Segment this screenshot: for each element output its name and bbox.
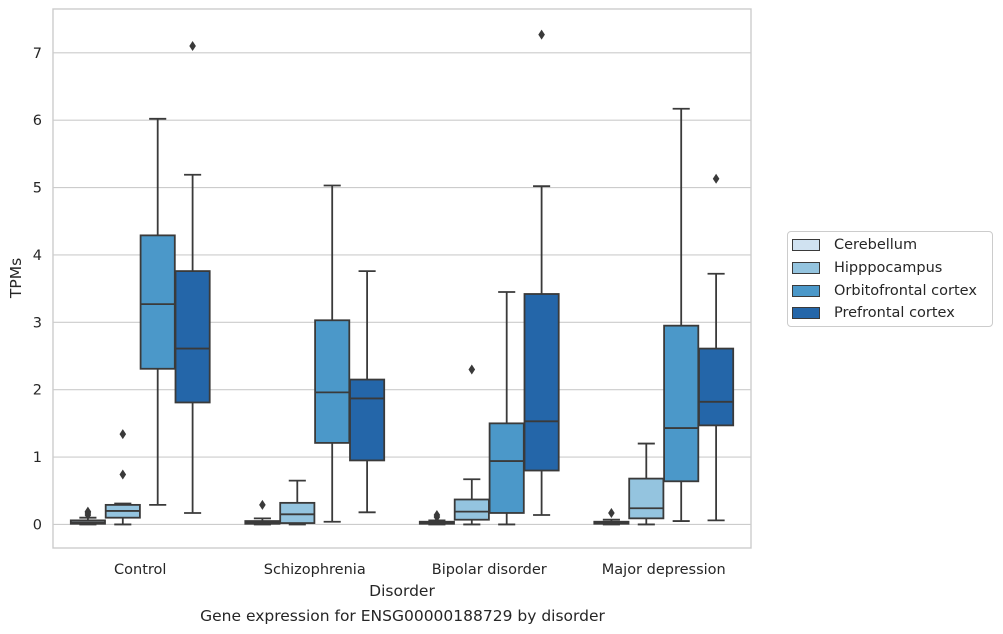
y-tick-label: 0	[33, 517, 42, 533]
x-tick-label: Schizophrenia	[264, 562, 366, 578]
y-tick-label: 3	[33, 315, 42, 331]
legend-label: Hipppocampus	[834, 260, 943, 276]
x-tick-label: Control	[114, 562, 166, 578]
y-tick-label: 2	[33, 383, 42, 399]
chart-legend: Cerebellum Hipppocampus Orbitofrontal co…	[787, 231, 993, 327]
box	[279, 501, 316, 524]
x-tick-label: Major depression	[602, 562, 726, 578]
y-tick-label: 6	[33, 113, 42, 129]
box	[698, 347, 735, 427]
box	[488, 422, 525, 514]
outlier-point	[119, 429, 127, 440]
box	[139, 234, 176, 370]
legend-label: Cerebellum	[834, 237, 918, 253]
outlier-point	[538, 29, 545, 40]
x-axis-label: Disorder	[369, 582, 435, 600]
box	[174, 270, 211, 404]
figure-caption: Gene expression for ENSG00000188729 by d…	[200, 607, 605, 625]
plot-frame	[52, 8, 752, 549]
box	[663, 324, 700, 483]
series-cerebellum	[69, 499, 630, 526]
legend-label: Orbitofrontal cortex	[834, 283, 977, 299]
legend-swatch-cerebellum	[792, 239, 820, 251]
series-hipppocampus	[104, 364, 665, 526]
box	[349, 378, 386, 462]
legend-label: Prefrontal cortex	[834, 305, 955, 321]
legend-item-hippocampus: Hipppocampus	[792, 258, 942, 278]
x-tick-labels: Control Schizophrenia Bipolar disorder Majo…	[114, 562, 726, 578]
x-tick-label: Bipolar disorder	[432, 562, 547, 578]
outlier-point	[119, 469, 127, 480]
outlier-point	[84, 506, 92, 517]
legend-item-orbitofrontal-cortex: Orbitofrontal cortex	[792, 281, 977, 301]
y-tick-labels: 0 1 2 3 4 5 6 7	[33, 46, 42, 534]
box	[628, 477, 665, 520]
outlier-point	[189, 41, 196, 52]
series-orbitofrontal-cortex	[139, 107, 700, 526]
outlier-point	[468, 364, 476, 375]
legend-swatch-prefrontal-cortex	[792, 307, 820, 319]
y-tick-label: 1	[33, 450, 42, 466]
box	[523, 293, 560, 472]
legend-swatch-hippocampus	[792, 262, 820, 274]
box-plot-area	[69, 29, 735, 526]
legend-item-prefrontal-cortex: Prefrontal cortex	[792, 303, 955, 323]
y-tick-label: 5	[33, 181, 42, 197]
outlier-point	[433, 509, 441, 520]
outlier-point	[608, 507, 615, 518]
series-prefrontal-cortex	[174, 29, 735, 522]
y-tick-label: 4	[33, 248, 42, 264]
legend-item-cerebellum: Cerebellum	[792, 235, 917, 255]
box	[453, 498, 490, 521]
box	[314, 319, 351, 444]
legend-swatch-orbitofrontal-cortex	[792, 285, 820, 297]
outlier-point	[259, 499, 266, 510]
y-tick-label: 7	[33, 46, 42, 62]
y-axis-label: TPMs	[7, 258, 25, 299]
outlier-point	[712, 173, 720, 184]
